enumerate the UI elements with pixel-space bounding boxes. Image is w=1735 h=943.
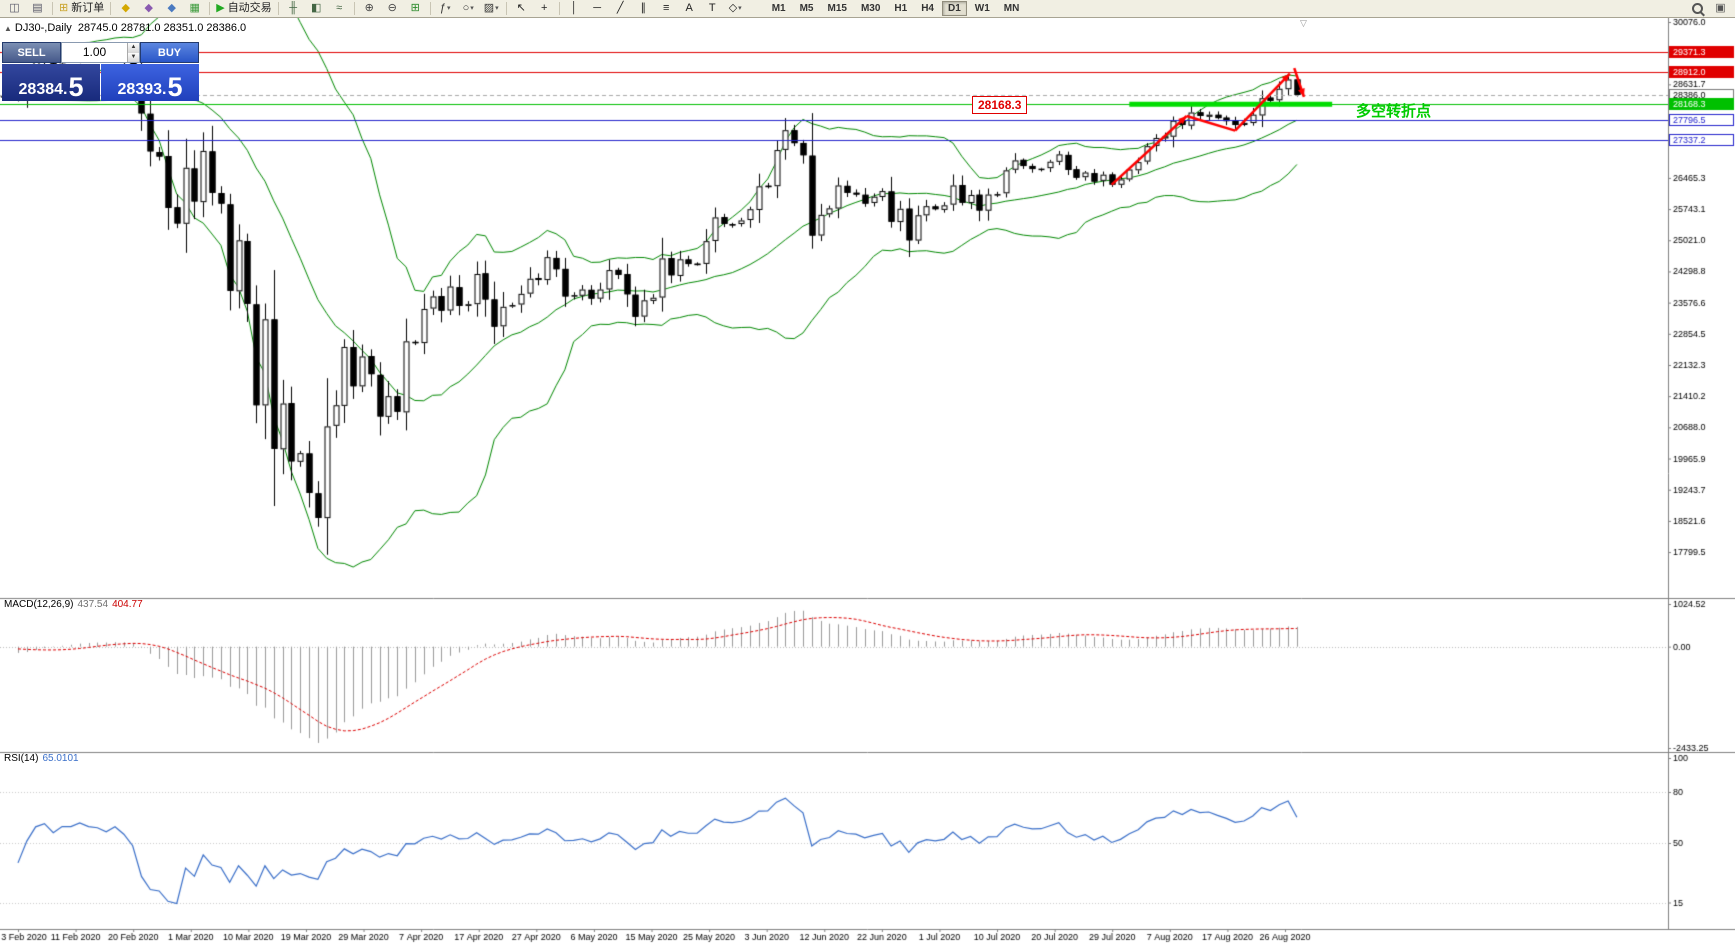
data-window-icon[interactable]: ◆: [144, 2, 153, 14]
timeframe-button-MN[interactable]: MN: [1003, 3, 1020, 14]
sell-price-fraction: 5: [68, 71, 84, 102]
price-level-annotation[interactable]: 28168.3: [972, 96, 1028, 114]
toolbar-separator: [277, 2, 279, 15]
symbol-marker-icon: ▲: [4, 24, 12, 33]
indicators-icon[interactable]: ƒ ▾: [439, 2, 451, 14]
periods-icon[interactable]: ○ ▾: [462, 2, 474, 14]
timeframe-button-D1[interactable]: D1: [942, 1, 967, 16]
ohlc-values: 28745.0 28781.0 28351.0 28386.0: [77, 22, 247, 34]
toolbar-right-group: ▣: [1686, 0, 1732, 17]
chart-shift-marker[interactable]: ▽: [1300, 18, 1307, 28]
timeframe-button-W1[interactable]: W1: [974, 3, 990, 14]
timeframe-button-M15[interactable]: M15: [827, 3, 847, 14]
buy-price-box[interactable]: 28393. 5: [101, 64, 199, 101]
window-layout-icon[interactable]: ▣: [1715, 2, 1726, 14]
timeframe-button-H1[interactable]: H1: [894, 3, 908, 14]
one-click-trading-panel: SELL 1.00 ▲ ▼ BUY 28384. 5 28393. 5: [2, 42, 199, 101]
buy-price-main: 28393.: [117, 81, 167, 98]
timeframe-button-M30[interactable]: M30: [860, 3, 881, 14]
terminal-icon[interactable]: ▦: [189, 2, 200, 14]
macd-indicator-label: MACD(12,26,9) 437.54 404.77: [4, 599, 143, 610]
candlestick-chart-icon[interactable]: ◧: [310, 2, 322, 14]
line-chart-icon[interactable]: ≈: [336, 2, 343, 14]
toolbar-separator: [429, 2, 431, 15]
profiles-icon[interactable]: ▤: [32, 2, 43, 14]
timeframe-button-M5[interactable]: M5: [799, 3, 814, 14]
search-icon[interactable]: [1686, 0, 1709, 17]
horizontal-line-icon[interactable]: ─: [593, 2, 602, 14]
macd-value: 437.54: [77, 599, 109, 610]
volume-value[interactable]: 1.00: [82, 45, 107, 59]
timeframe-button-M1[interactable]: M1: [771, 3, 786, 14]
volume-field[interactable]: 1.00 ▲ ▼: [61, 42, 140, 63]
symbol-period-label: DJ30-,Daily: [14, 22, 72, 34]
sell-price-box[interactable]: 28384. 5: [2, 64, 100, 101]
trendline-icon[interactable]: ╱: [616, 2, 624, 14]
sell-button[interactable]: SELL: [2, 42, 61, 63]
autotrade-button[interactable]: ▶ 自动交易: [216, 2, 272, 14]
shapes-icon[interactable]: ◇ ▾: [728, 2, 742, 14]
toolbar-separator: [52, 2, 53, 15]
toolbar: ◫ ▤ ⊞ 新订单 ◆ ◆ ◆ ▦ ▶ 自动交易 ╫ ◧ ≈ ⊕ ⊖ ⊞ ƒ ▾ ○ ▾ ▨ ▾ ↖ + │ ─ ╱ ∥ ≡ A T ◇ ▾ M…: [0, 0, 1735, 18]
one-click-price-row: 28384. 5 28393. 5: [2, 64, 199, 101]
volume-spinner: ▲ ▼: [127, 43, 139, 62]
zoom-out-icon[interactable]: ⊖: [387, 2, 397, 14]
buy-button[interactable]: BUY: [140, 42, 199, 63]
toolbar-icon-group: ◫ ▤ ⊞ 新订单 ◆ ◆ ◆ ▦ ▶ 自动交易 ╫ ◧ ≈ ⊕ ⊖ ⊞ ƒ ▾ ○ ▾ ▨ ▾ ↖ + │ ─ ╱ ∥ ≡ A T ◇ ▾: [3, 0, 747, 17]
toolbar-separator: [558, 2, 560, 15]
text-icon[interactable]: A: [685, 2, 693, 14]
zoom-in-icon[interactable]: ⊕: [364, 2, 374, 14]
text-label-icon[interactable]: T: [708, 2, 716, 14]
new-order-button[interactable]: ⊞ 新订单: [59, 2, 105, 14]
toolbar-separator: [505, 2, 507, 15]
rsi-value: 65.0101: [42, 753, 79, 764]
macd-name: MACD(12,26,9): [4, 599, 74, 610]
toolbar-separator: [110, 2, 112, 15]
market-watch-icon[interactable]: ◆: [121, 2, 130, 14]
tile-windows-icon[interactable]: ⊞: [410, 2, 420, 14]
macd-signal-value: 404.77: [112, 599, 143, 610]
volume-decrease-button[interactable]: ▼: [127, 52, 139, 62]
rsi-indicator-label: RSI(14) 65.0101: [4, 753, 79, 764]
volume-increase-button[interactable]: ▲: [127, 43, 139, 53]
one-click-top-row: SELL 1.00 ▲ ▼ BUY: [2, 42, 199, 63]
fibonacci-icon[interactable]: ≡: [662, 2, 670, 14]
vertical-line-icon[interactable]: │: [570, 2, 578, 14]
cursor-icon[interactable]: ↖: [516, 2, 526, 14]
magnifier-glass-icon: [1692, 3, 1703, 14]
sell-price-main: 28384.: [18, 81, 68, 98]
toolbar-separator: [209, 2, 211, 15]
timeframe-button-H4[interactable]: H4: [921, 3, 934, 14]
rsi-name: RSI(14): [4, 753, 39, 764]
new-chart-icon[interactable]: ◫: [9, 2, 20, 14]
bar-chart-icon[interactable]: ╫: [289, 2, 298, 14]
buy-price-fraction: 5: [167, 71, 183, 102]
channel-icon[interactable]: ∥: [640, 2, 646, 14]
navigator-icon[interactable]: ◆: [167, 2, 176, 14]
timeframe-group: M1 M5 M15 M30 H1 H4 D1 W1 MN: [765, 1, 1027, 16]
turning-point-annotation[interactable]: 多空转折点: [1356, 103, 1432, 120]
crosshair-icon[interactable]: +: [540, 2, 548, 14]
chart-title: ▲ DJ30-,Daily 28745.0 28781.0 28351.0 283…: [4, 22, 246, 34]
templates-icon[interactable]: ▨ ▾: [483, 2, 499, 14]
toolbar-separator: [353, 2, 355, 15]
